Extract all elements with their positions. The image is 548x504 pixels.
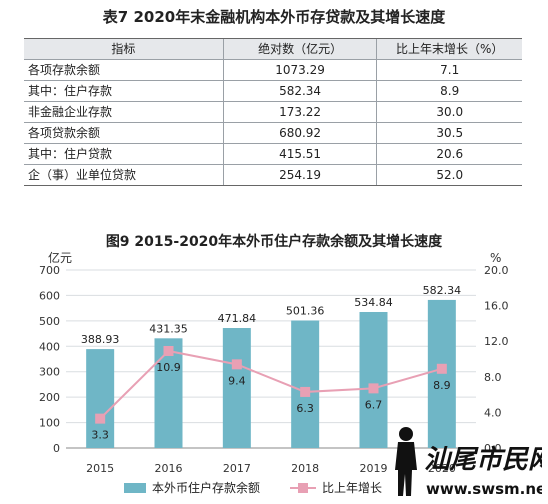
- x-tick-label: 2015: [86, 462, 114, 475]
- row-value: 415.51: [222, 143, 377, 165]
- x-tick-label: 2017: [223, 462, 251, 475]
- line-marker: [300, 386, 311, 397]
- watermark-url: www.swsm.net: [426, 480, 542, 498]
- row-label: 企（事）业单位贷款: [24, 164, 224, 186]
- row-growth: 52.0: [376, 164, 522, 186]
- row-growth: 30.0: [376, 101, 522, 123]
- row-label: 其中：住户贷款: [24, 143, 224, 165]
- table-row: 各项贷款余额 680.92 30.5: [24, 122, 522, 144]
- right-tick-label: 4.0: [484, 406, 502, 419]
- row-value: 680.92: [222, 122, 377, 144]
- left-tick-label: 600: [39, 289, 60, 302]
- line-marker: [436, 363, 447, 374]
- right-tick-label: 8.0: [484, 371, 502, 384]
- left-tick-label: 300: [39, 366, 60, 379]
- row-label: 各项存款余额: [24, 59, 224, 81]
- line-label: 6.7: [365, 398, 383, 411]
- line-marker: [368, 383, 379, 394]
- chart-title: 图9 2015-2020年本外币住户存款余额及其增长速度: [106, 233, 443, 250]
- bar: [359, 311, 388, 448]
- header-indicator: 指标: [24, 38, 224, 60]
- line-series: [95, 345, 447, 424]
- row-label: 其中：住户存款: [24, 80, 224, 102]
- line-label: 9.4: [228, 374, 246, 387]
- line-marker: [231, 359, 242, 370]
- row-value: 254.19: [222, 164, 377, 186]
- table-title: 表7 2020年末金融机构本外币存贷款及其增长速度: [102, 8, 446, 26]
- gridlines: [66, 269, 476, 449]
- row-value: 173.22: [222, 101, 377, 123]
- deposit-loan-table: 指标 绝对数（亿元） 比上年末增长（%） 各项存款余额 1073.29 7.1 …: [24, 38, 522, 186]
- legend-bar-swatch: [124, 483, 146, 493]
- table-row: 企（事）业单位贷款 254.19 52.0: [24, 164, 522, 186]
- person-silhouette-icon: [395, 427, 417, 496]
- header-growth: 比上年末增长（%）: [376, 38, 522, 60]
- line-label: 6.3: [296, 402, 314, 415]
- row-growth: 20.6: [376, 143, 522, 165]
- x-axis: 2015 2016 2017 2018 2019 2020: [86, 462, 456, 475]
- line-label: 3.3: [91, 429, 109, 442]
- table-header-row: 指标 绝对数（亿元） 比上年末增长（%）: [24, 38, 522, 60]
- bar-label: 471.84: [218, 312, 257, 325]
- bar: [154, 338, 183, 448]
- x-tick-label: 2020: [428, 462, 456, 475]
- right-tick-label: 0.0: [484, 442, 502, 455]
- left-tick-label: 200: [39, 391, 60, 404]
- legend-bar-label: 本外币住户存款余额: [152, 480, 260, 495]
- right-tick-label: 12.0: [484, 335, 509, 348]
- left-tick-label: 700: [39, 264, 60, 277]
- bar-labels: 388.93 431.35 471.84 501.36 534.84 582.34: [81, 284, 461, 346]
- right-tick-label: 20.0: [484, 264, 509, 277]
- table-row: 各项存款余额 1073.29 7.1: [24, 59, 522, 81]
- left-axis-unit: 亿元: [48, 250, 72, 265]
- line-labels: 3.3 10.9 9.4 6.3 6.7 8.9: [91, 361, 450, 442]
- right-tick-label: 16.0: [484, 300, 509, 313]
- growth-line: [99, 349, 443, 420]
- row-value: 582.34: [222, 80, 377, 102]
- row-value: 1073.29: [222, 59, 377, 81]
- bar: [222, 328, 251, 448]
- row-growth: 7.1: [376, 59, 522, 81]
- x-tick-label: 2019: [360, 462, 388, 475]
- watermark-brand: 汕尾市民网: [424, 445, 542, 475]
- bar-label: 431.35: [149, 322, 188, 335]
- legend-line-marker: [298, 483, 308, 493]
- bar: [427, 299, 456, 448]
- bar-label: 501.36: [286, 305, 325, 318]
- bar: [291, 320, 320, 448]
- row-label: 各项贷款余额: [24, 122, 224, 144]
- bar-series: [86, 299, 456, 448]
- legend: 本外币住户存款余额 比上年增长: [124, 480, 382, 495]
- header-absolute: 绝对数（亿元）: [222, 38, 377, 60]
- table-row: 其中：住户贷款 415.51 20.6: [24, 143, 522, 165]
- bar: [86, 349, 115, 448]
- bar-label: 388.93: [81, 333, 120, 346]
- table-row: 其中：住户存款 582.34 8.9: [24, 80, 522, 102]
- legend-line-label: 比上年增长: [322, 481, 382, 495]
- table-row: 非金融企业存款 173.22 30.0: [24, 101, 522, 123]
- right-axis: 0.0 4.0 8.0 12.0 16.0 20.0: [484, 264, 509, 455]
- row-label: 非金融企业存款: [24, 101, 224, 123]
- site-watermark: 汕尾市民网 www.swsm.net: [395, 427, 542, 498]
- bar-label: 582.34: [423, 284, 462, 297]
- line-label: 8.9: [433, 379, 451, 392]
- row-growth: 30.5: [376, 122, 522, 144]
- line-label: 10.9: [156, 361, 181, 374]
- left-tick-label: 100: [39, 417, 60, 430]
- line-marker: [163, 345, 174, 356]
- row-growth: 8.9: [376, 80, 522, 102]
- left-tick-label: 0: [53, 442, 60, 455]
- bar-label: 534.84: [354, 296, 393, 309]
- left-tick-label: 500: [39, 315, 60, 328]
- right-axis-unit: %: [490, 251, 501, 265]
- left-axis: 0 100 200 300 400 500 600 700: [39, 264, 60, 455]
- x-tick-label: 2018: [291, 462, 319, 475]
- line-marker: [95, 413, 106, 424]
- x-tick-label: 2016: [155, 462, 183, 475]
- left-tick-label: 400: [39, 340, 60, 353]
